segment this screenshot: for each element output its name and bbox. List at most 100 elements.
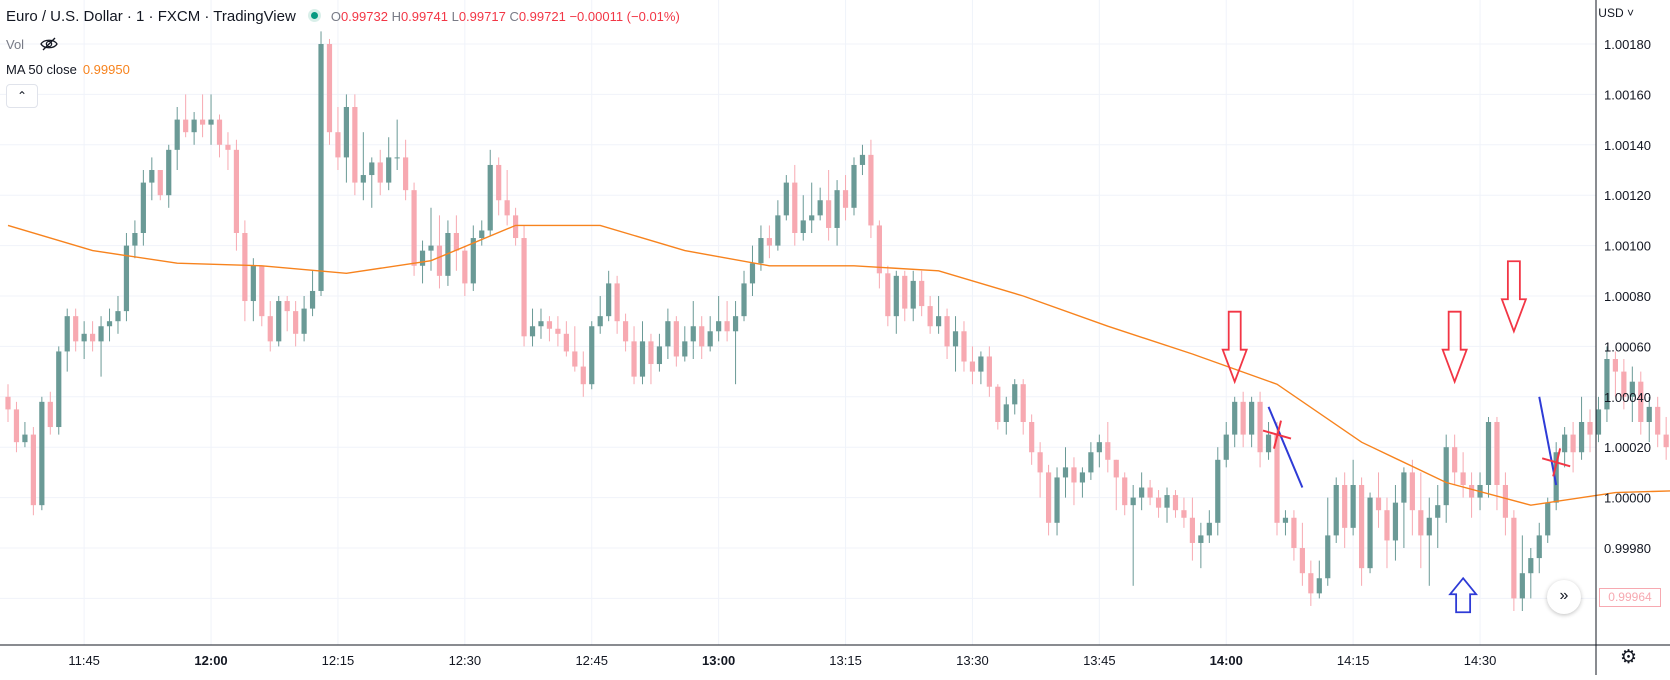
candle-body [479,230,485,239]
currency-selector[interactable]: USD ˅ [1598,6,1634,20]
candle-body [1249,401,1255,435]
candle-body [766,238,772,246]
candle-body [817,200,823,216]
candle-body [1612,359,1618,372]
cross-mark [1552,448,1562,477]
candle-body [233,149,240,233]
candle-body [1502,485,1509,518]
candle-body [986,356,992,387]
candle-body [208,119,214,125]
arrow-down-marker [1441,310,1468,385]
candle-body [868,154,874,226]
candle-body [1350,485,1356,528]
ma-legend[interactable]: MA 50 close 0.99950 [6,62,130,77]
candle-body [1122,477,1128,506]
collapse-legend-button[interactable]: ⌃ [6,84,38,108]
x-tick-label: 12:30 [449,653,482,668]
candle-body [1452,447,1458,473]
candle-body [707,331,713,347]
candle-body [1333,485,1339,536]
arrow-down-marker [1500,260,1528,334]
candle-body [783,182,789,216]
candle-body [572,351,578,367]
trend-line [1267,406,1304,488]
candle-body [690,326,696,342]
candle-body [1189,517,1195,543]
candle-body [1578,422,1585,453]
symbol-title[interactable]: Euro / U.S. Dollar · 1 · FXCM · TradingV… [6,8,296,25]
candle-body [555,328,561,334]
candle-body [1646,406,1652,422]
y-tick-label: 1.00180 [1604,37,1651,52]
candle-body [1155,497,1162,508]
candle-body [115,311,121,322]
candle-body [1062,467,1069,478]
candle-body [834,190,840,228]
candle-body [1130,497,1136,506]
candle-body [1198,535,1204,543]
candle-body [995,386,1001,422]
candle-body [1308,573,1314,594]
candle-body [1629,381,1635,397]
candle-body [699,326,705,347]
grid-lines [0,0,1596,645]
candle-body [123,245,130,312]
candle-body [309,290,316,309]
candle-body [22,434,28,443]
candle-body [1316,578,1322,594]
y-tick-label: 1.00160 [1604,87,1651,102]
candle-body [132,233,138,246]
candle-body [732,316,739,332]
chevron-down-icon: ˅ [1626,6,1634,20]
scroll-to-realtime-button[interactable]: » [1547,580,1581,614]
x-tick-label: 13:45 [1083,653,1116,668]
ma-value: 0.99950 [82,62,130,77]
candle-body [436,245,443,276]
candle-body [1553,452,1559,503]
candle-body [1325,535,1331,579]
candle-body [1071,467,1077,483]
candle-body [81,333,87,342]
candle-body [1375,497,1382,511]
candle-body [648,341,654,365]
x-tick-label: 12:45 [575,653,608,668]
candle-body [1172,495,1179,511]
candle-body [1113,459,1119,478]
candle-body [140,182,146,233]
last-price-tag: 0.99964 [1599,588,1661,607]
y-tick-label: 1.00060 [1604,339,1651,354]
candle-body [1215,459,1221,523]
candle-body [1435,505,1441,518]
candle-body [1460,472,1466,485]
candle-body [842,190,849,208]
candle-body [1604,359,1610,410]
candle-body [343,107,349,158]
cross-mark [1273,420,1282,449]
volume-legend[interactable]: Vol [6,36,58,55]
candle-body [597,316,603,327]
candle-body [149,170,155,183]
x-tick-label: 13:30 [956,653,989,668]
candle-body [462,250,468,284]
candle-body [859,154,866,165]
candle-body [1037,452,1043,473]
candle-body [758,238,764,264]
candle-body [174,119,180,150]
candle-body [1003,404,1009,422]
candle-body [1536,535,1542,559]
candle-body [1282,517,1289,523]
eye-hidden-icon[interactable] [39,36,58,55]
candle-body [453,233,459,251]
candle-body [1595,409,1602,435]
candle-body [876,225,882,274]
candle-body [639,341,646,377]
candle-body [665,321,671,347]
gear-icon[interactable]: ⚙ [1620,647,1638,668]
market-status-icon [307,9,321,22]
candle-body [1096,442,1102,453]
open-value: 0.99732 [340,9,388,24]
moving-average-line [7,224,1670,506]
